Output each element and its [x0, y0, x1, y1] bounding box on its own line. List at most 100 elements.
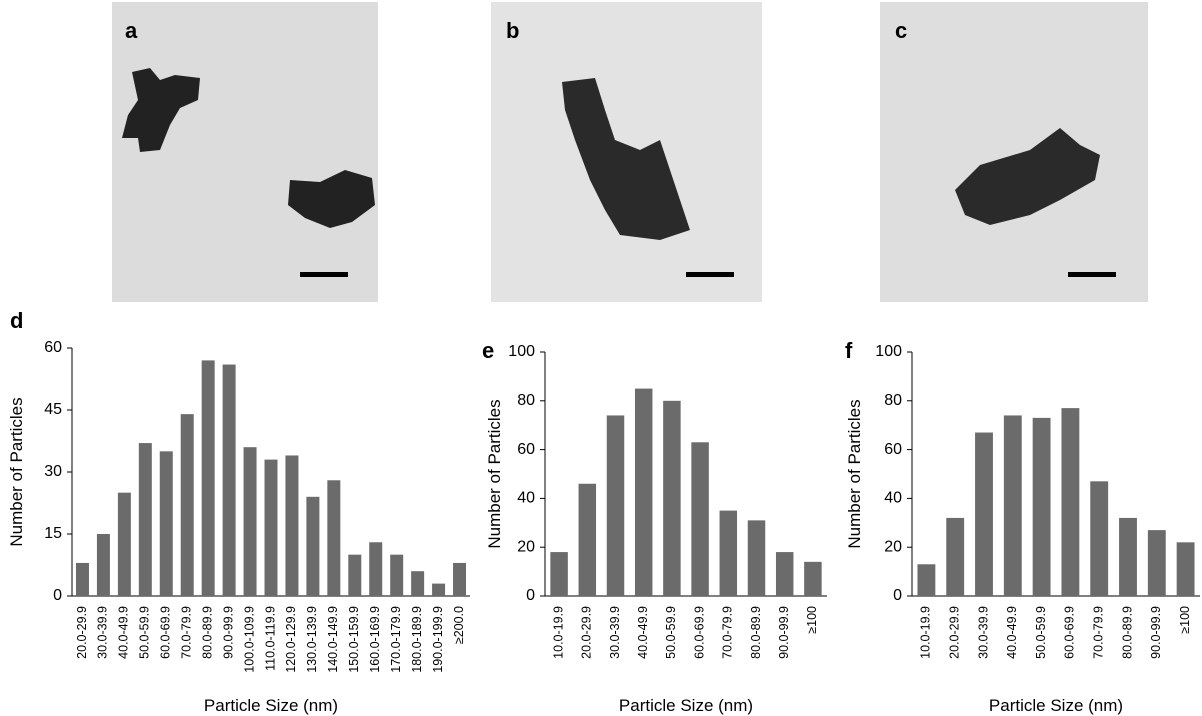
x-tick-label: 30.0-39.9 [96, 606, 110, 659]
bar [138, 443, 152, 596]
bar [917, 564, 936, 596]
x-tick-label: 20.0-29.9 [580, 606, 594, 659]
x-tick-label: 120.0-129.9 [284, 606, 298, 673]
x-tick-label: 20.0-29.9 [75, 606, 89, 659]
bar [432, 583, 446, 596]
bar [691, 442, 709, 596]
x-tick-label: ≥200.0 [452, 606, 466, 644]
x-axis-title: Particle Size (nm) [204, 696, 338, 715]
bar [1090, 481, 1109, 596]
x-tick-label: 70.0-79.9 [1091, 606, 1105, 659]
x-tick-label: ≥100 [1178, 606, 1192, 634]
bar [264, 459, 278, 596]
x-tick-label: 40.0-49.9 [636, 606, 650, 659]
bar [306, 496, 320, 596]
bar [159, 451, 173, 596]
x-tick-label: 170.0-179.9 [389, 606, 403, 673]
x-tick-label: 30.0-39.9 [608, 606, 622, 659]
x-tick-label: 80.0-89.9 [749, 606, 763, 659]
y-tick-label: 100 [875, 343, 902, 360]
x-tick-label: 20.0-29.9 [947, 606, 961, 659]
panel-label: a [125, 18, 138, 43]
x-tick-label: 90.0-99.9 [221, 606, 235, 659]
x-tick-label: 60.0-69.9 [159, 606, 173, 659]
x-tick-label: 80.0-89.9 [1120, 606, 1134, 659]
y-tick-label: 0 [893, 587, 902, 604]
bar [1176, 542, 1195, 596]
bar [201, 360, 215, 596]
bar [747, 520, 766, 596]
bar [775, 552, 794, 596]
x-tick-label: 60.0-69.9 [692, 606, 706, 659]
bar [390, 554, 404, 596]
x-tick-label: 50.0-59.9 [138, 606, 152, 659]
bar [1032, 417, 1051, 596]
bar [96, 534, 110, 596]
bar [975, 432, 993, 596]
panel-label: b [506, 18, 519, 43]
y-tick-label: 80 [517, 392, 535, 409]
y-tick-label: 15 [44, 525, 62, 542]
x-tick-label: ≥100 [805, 606, 819, 634]
bar [75, 562, 89, 596]
x-tick-label: 80.0-89.9 [200, 606, 214, 659]
x-tick-label: 90.0-99.9 [777, 606, 791, 659]
tem-image-b [491, 2, 762, 302]
y-tick-label: 0 [53, 587, 62, 604]
panel-label: f [845, 338, 853, 363]
x-tick-label: 160.0-169.9 [368, 606, 382, 673]
bar [348, 554, 362, 596]
y-tick-label: 80 [884, 392, 902, 409]
x-tick-label: 100.0-109.9 [242, 606, 256, 673]
y-tick-label: 60 [44, 339, 62, 356]
tem-image-a [112, 2, 378, 302]
x-tick-label: 190.0-199.9 [431, 606, 445, 673]
bar [550, 552, 568, 596]
x-axis-title: Particle Size (nm) [619, 696, 753, 715]
bar [634, 388, 653, 596]
panel-label: e [482, 338, 494, 363]
x-tick-label: 110.0-119.9 [263, 606, 277, 671]
y-tick-label: 0 [526, 587, 535, 604]
y-axis-title: Number of Particles [7, 397, 26, 546]
x-tick-label: 60.0-69.9 [1063, 606, 1077, 659]
y-tick-label: 45 [44, 401, 62, 418]
bar [243, 447, 257, 596]
bar [719, 510, 738, 596]
y-axis-title: Number of Particles [845, 399, 864, 548]
bar [1003, 415, 1022, 596]
y-tick-label: 60 [517, 441, 535, 458]
x-tick-label: 50.0-59.9 [1034, 606, 1048, 659]
x-tick-label: 90.0-99.9 [1149, 606, 1163, 659]
panel-label: c [895, 18, 907, 43]
bar [117, 492, 131, 596]
x-tick-label: 10.0-19.9 [551, 606, 565, 659]
y-tick-label: 40 [884, 490, 902, 507]
x-tick-label: 40.0-49.9 [117, 606, 131, 659]
bar [453, 562, 467, 596]
bar [327, 480, 341, 596]
x-tick-label: 180.0-189.9 [410, 606, 424, 673]
y-tick-label: 60 [884, 441, 902, 458]
y-axis-title: Number of Particles [485, 399, 504, 548]
bar [804, 561, 822, 596]
y-tick-label: 100 [508, 343, 535, 360]
bar [1119, 517, 1137, 596]
x-tick-label: 140.0-149.9 [326, 606, 340, 673]
x-tick-label: 10.0-19.9 [919, 606, 933, 659]
bar [578, 483, 597, 596]
x-tick-label: 30.0-39.9 [976, 606, 990, 659]
y-tick-label: 20 [517, 538, 535, 555]
y-tick-label: 40 [517, 490, 535, 507]
bar [606, 415, 625, 596]
bar [946, 517, 965, 596]
y-tick-label: 20 [884, 538, 902, 555]
x-tick-label: 50.0-59.9 [664, 606, 678, 659]
x-tick-label: 70.0-79.9 [180, 606, 194, 659]
x-tick-label: 150.0-159.9 [347, 606, 361, 673]
panel-label: d [10, 308, 23, 333]
bar [1061, 408, 1080, 596]
bar [222, 364, 236, 596]
bar [411, 571, 425, 596]
